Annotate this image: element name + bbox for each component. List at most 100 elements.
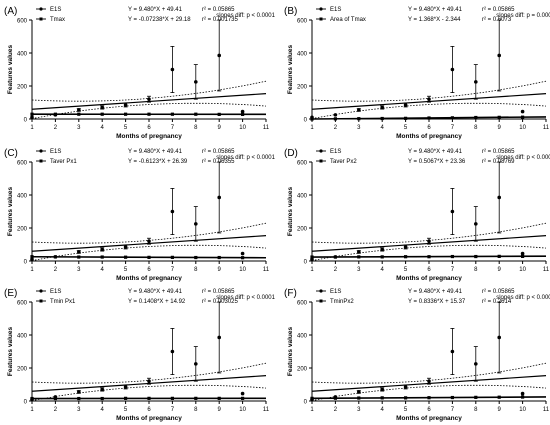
y-axis-title: Features values	[7, 187, 14, 237]
legend-series-name: E1S	[50, 7, 61, 13]
legend-equation: Y = 9.480*X + 49.41	[408, 149, 463, 155]
data-point-e1s	[357, 390, 361, 394]
data-point-e1s	[30, 115, 34, 120]
data-point-comparison	[124, 112, 128, 116]
data-point-comparison	[170, 112, 174, 116]
data-point-e1s	[240, 251, 245, 256]
data-point-e1s	[147, 97, 151, 101]
x-tick-label: 8	[194, 125, 198, 131]
chart-panel: (D) 0 200 400 600 1 2 3 4 5 6 7 8 9 10 11 Months of preg…	[284, 148, 550, 282]
legend-series-name: Taver Px1	[50, 159, 77, 165]
data-point-e1s	[427, 239, 431, 243]
slopes-diff-annotation: slopes diff: p < 0.0001	[216, 13, 275, 19]
data-point-e1s	[217, 53, 221, 58]
data-point-comparison	[450, 395, 454, 400]
legend-equation: Y = 9.480*X + 49.41	[408, 7, 463, 13]
x-tick-label: 8	[474, 267, 478, 273]
x-tick-label: 2	[334, 407, 338, 413]
y-tick-label: 400	[17, 194, 28, 200]
data-point-e1s	[520, 109, 525, 114]
data-point-comparison	[474, 254, 478, 259]
y-tick-label: 0	[304, 260, 308, 266]
confidence-band-lower	[311, 244, 547, 261]
legend-series-name: TminPx2	[330, 299, 354, 305]
data-point-e1s	[123, 103, 128, 107]
data-point-e1s	[217, 335, 221, 340]
data-point-e1s	[77, 390, 81, 394]
data-point-e1s	[450, 209, 455, 214]
legend-r-squared: r² = 0.001735	[202, 17, 239, 23]
x-tick-label: 6	[147, 125, 151, 131]
x-axis-title: Months of pregnancy	[396, 133, 462, 140]
x-axis-title: Months of pregnancy	[116, 275, 182, 282]
data-point-comparison	[333, 117, 337, 121]
x-axis-title: Months of pregnancy	[116, 415, 182, 422]
x-tick-label: 6	[427, 125, 431, 131]
x-tick-label: 1	[310, 267, 314, 273]
x-tick-label: 10	[519, 407, 526, 413]
x-tick-label: 3	[357, 267, 361, 273]
data-point-comparison	[357, 255, 361, 259]
data-point-comparison	[194, 112, 198, 116]
x-axis-title: Months of pregnancy	[116, 133, 182, 140]
x-tick-label: 9	[498, 267, 502, 273]
data-point-e1s	[170, 349, 175, 354]
x-tick-label: 11	[263, 407, 270, 413]
data-point-comparison	[217, 255, 221, 260]
legend-r-squared: r² = 0.2614	[482, 299, 512, 305]
data-point-e1s	[427, 379, 431, 384]
data-point-e1s	[123, 245, 128, 249]
data-point-comparison	[357, 117, 361, 121]
data-point-comparison	[100, 112, 104, 116]
legend-series-name: Area of Tmax	[330, 17, 366, 23]
data-point-comparison	[497, 254, 501, 258]
data-point-comparison	[53, 112, 57, 116]
data-point-e1s	[497, 335, 502, 340]
y-tick-label: 600	[297, 19, 308, 25]
x-tick-label: 4	[101, 267, 105, 273]
x-tick-label: 10	[519, 125, 526, 131]
data-point-comparison	[310, 117, 314, 121]
legend-r-squared: r² = 0.003025	[202, 299, 239, 305]
legend-r-squared: r² = 0.6073	[482, 17, 512, 23]
x-tick-label: 6	[147, 407, 151, 413]
x-tick-label: 1	[30, 125, 34, 131]
data-point-comparison	[450, 116, 454, 120]
legend-equation: Y = 0.8336*X + 15.37	[408, 299, 466, 305]
y-tick-label: 0	[304, 400, 308, 406]
panel-label: (F)	[284, 288, 297, 299]
data-point-e1s	[147, 239, 151, 243]
y-axis-title: Features values	[287, 187, 294, 237]
y-tick-label: 400	[297, 194, 308, 200]
data-point-comparison	[147, 112, 151, 116]
legend-marker	[319, 299, 323, 303]
data-point-comparison	[194, 396, 198, 400]
legend-series-name: Tmin Px1	[50, 299, 76, 305]
x-tick-label: 11	[543, 125, 550, 131]
data-point-comparison	[100, 255, 104, 259]
x-tick-label: 11	[543, 407, 550, 413]
legend-r-squared: r² = 0.05865	[202, 7, 235, 13]
x-tick-label: 2	[54, 125, 58, 131]
legend-marker	[319, 289, 323, 293]
data-point-comparison	[310, 396, 314, 400]
data-point-e1s	[474, 362, 478, 366]
legend-series-name: E1S	[330, 149, 341, 155]
slopes-diff-annotation: slopes diff: p < 0.0001	[216, 295, 275, 301]
data-point-e1s	[100, 247, 104, 252]
x-tick-label: 11	[263, 267, 270, 273]
chart-panel: (F) 0 200 400 600 1 2 3 4 5 6 7 8 9 10 11 Months of preg…	[284, 288, 550, 422]
y-tick-label: 0	[24, 400, 28, 406]
legend-marker	[319, 17, 323, 21]
legend-r-squared: r² = 0.05865	[202, 149, 235, 155]
y-tick-label: 600	[17, 301, 28, 307]
y-axis-title: Features values	[287, 45, 294, 95]
data-point-e1s	[380, 387, 385, 392]
x-tick-label: 1	[30, 267, 34, 273]
data-point-comparison	[474, 115, 478, 120]
x-tick-label: 2	[54, 267, 58, 273]
data-point-comparison	[450, 254, 454, 259]
legend-equation: Y = 0.5067*X + 23.36	[408, 159, 466, 165]
x-tick-label: 3	[77, 407, 81, 413]
